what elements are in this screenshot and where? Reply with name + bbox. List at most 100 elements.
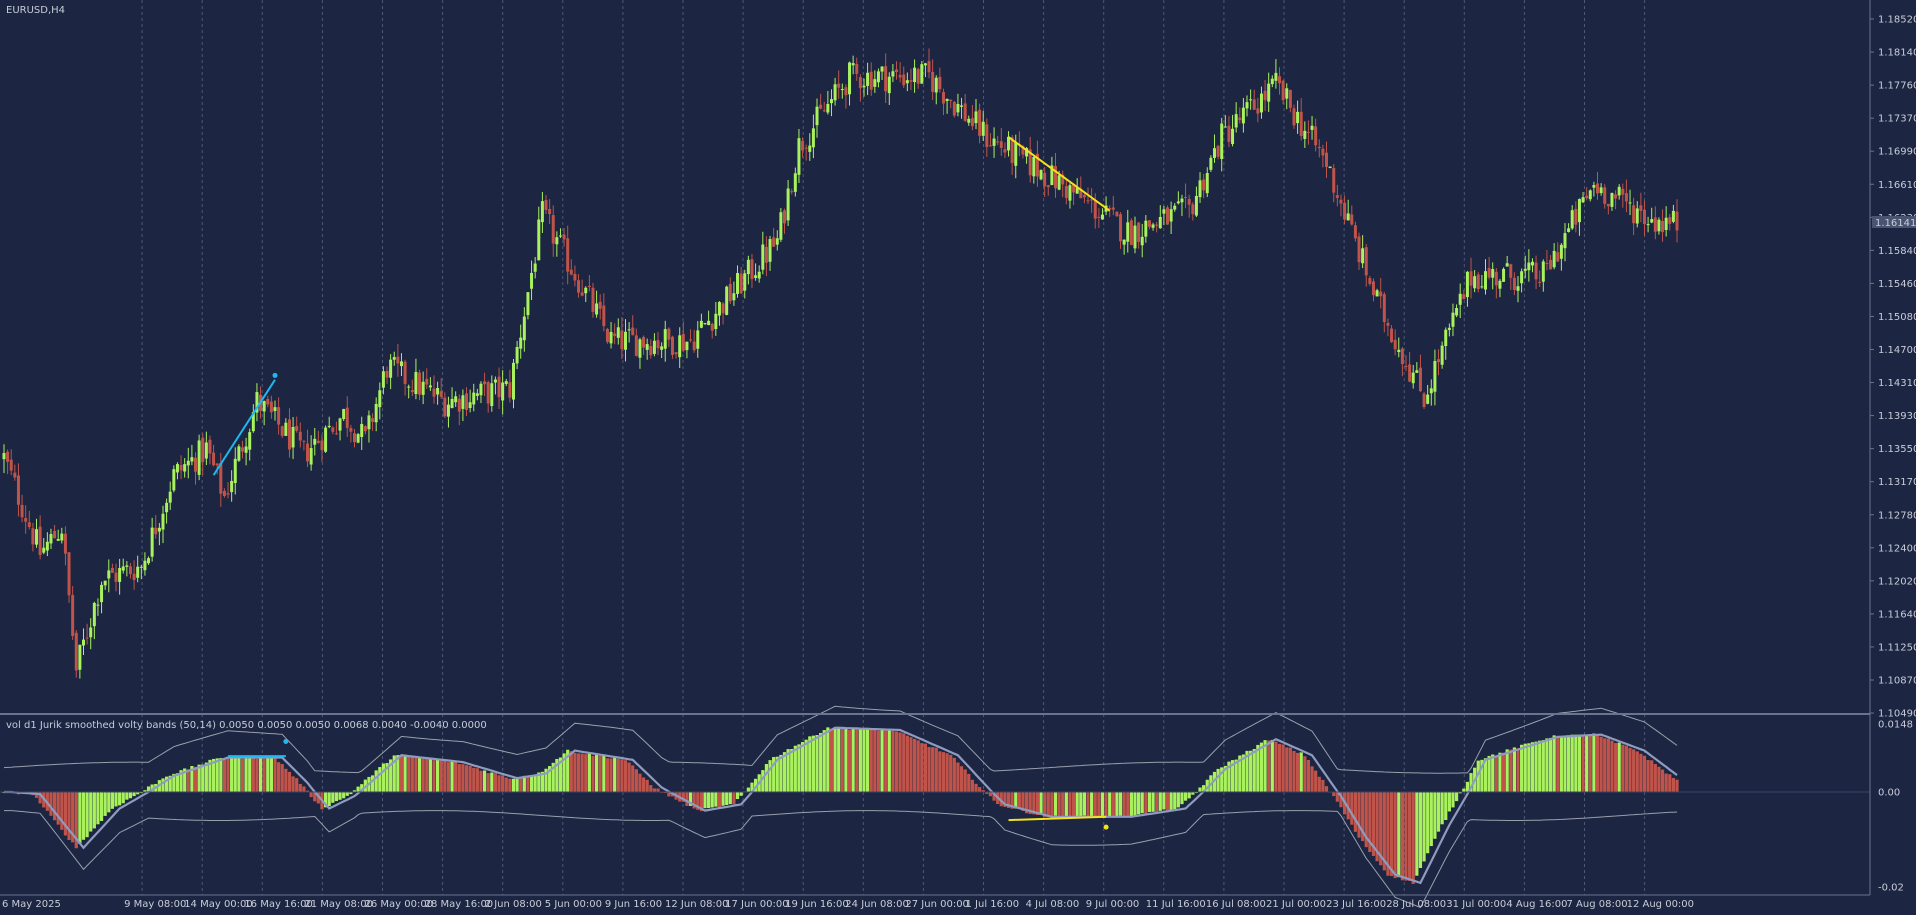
candle-body	[327, 425, 331, 428]
histogram-bar	[1566, 735, 1571, 792]
time-tick-label: 5 Jun 00:00	[545, 899, 602, 910]
candle-body	[42, 547, 46, 553]
histogram-bar	[52, 792, 57, 821]
candle-body	[1567, 228, 1571, 232]
histogram-bar	[1386, 792, 1390, 876]
histogram-bar	[1581, 736, 1585, 792]
histogram-bar	[1610, 740, 1614, 792]
histogram-bar	[1324, 786, 1329, 792]
candle-body	[757, 271, 761, 279]
candle-body	[201, 437, 205, 462]
time-tick-label: 16 May 16:00	[244, 899, 313, 910]
candle-body	[1422, 393, 1426, 408]
candle-body	[1642, 209, 1646, 225]
candle-body	[996, 141, 1000, 143]
candle-body	[1520, 271, 1524, 284]
candle-body	[1267, 83, 1271, 102]
histogram-bar	[446, 762, 451, 792]
histogram-bar	[251, 757, 255, 792]
candle-body	[1516, 286, 1520, 291]
histogram-bar	[146, 786, 151, 792]
candle-body	[1166, 207, 1170, 225]
candle-body	[945, 98, 949, 101]
histogram-bar	[1227, 761, 1231, 792]
histogram-bar	[208, 759, 212, 792]
candle-body	[1158, 216, 1162, 229]
histogram-bar	[1498, 752, 1502, 792]
histogram-bar	[887, 728, 891, 792]
candle-body	[1581, 197, 1585, 203]
histogram-bar	[226, 758, 230, 792]
histogram-bar	[1426, 792, 1430, 854]
candle-body	[461, 395, 465, 409]
histogram-bar	[544, 768, 548, 792]
candle-body	[721, 303, 725, 314]
candle-body	[782, 210, 786, 224]
histogram-bar	[378, 767, 382, 792]
histogram-bar	[819, 732, 823, 792]
histogram-bar	[1299, 752, 1303, 792]
histogram-bar	[1433, 792, 1437, 839]
histogram-bar	[284, 768, 288, 792]
candle-body	[1274, 72, 1278, 81]
price-tick-label: 1.12020	[1878, 576, 1916, 587]
candle-body	[616, 327, 620, 338]
candle-body	[642, 336, 646, 348]
histogram-bar	[110, 792, 115, 809]
candle-body	[1191, 204, 1195, 215]
candle-body	[497, 376, 501, 398]
candle-body	[280, 426, 284, 436]
histogram-bar	[652, 788, 657, 792]
histogram-bar	[280, 764, 284, 792]
candle-body	[829, 99, 833, 104]
candle-body	[1144, 220, 1148, 237]
histogram-bar	[1202, 785, 1206, 792]
candle-body	[1249, 99, 1253, 101]
histogram-bar	[432, 760, 436, 792]
histogram-bar	[804, 739, 808, 792]
candle-body	[699, 320, 703, 328]
histogram-bar	[508, 778, 512, 792]
histogram-bar	[688, 792, 693, 806]
indicator-tick-label: 0.0148	[1878, 720, 1913, 731]
trend-line-yellow	[1007, 136, 1111, 212]
histogram-bar	[475, 768, 479, 792]
candle-body	[1014, 142, 1018, 166]
candle-body	[963, 103, 967, 121]
smoothed-line	[4, 726, 1678, 885]
candle-body	[403, 361, 407, 384]
candle-body	[873, 79, 877, 87]
histogram-bar	[732, 792, 736, 805]
histogram-bar	[1415, 792, 1419, 876]
candle-body	[1473, 276, 1477, 289]
candle-body	[548, 209, 552, 214]
histogram-bar	[1653, 763, 1657, 792]
histogram-bar	[1548, 737, 1553, 792]
price-tick-label: 1.13170	[1878, 477, 1916, 488]
histogram-bar	[504, 777, 508, 792]
histogram-bar	[891, 730, 895, 792]
histogram-bar	[945, 753, 949, 792]
candle-body	[1494, 271, 1498, 286]
histogram-bar	[255, 758, 259, 792]
candle-body	[1664, 217, 1668, 230]
histogram-bar	[1249, 750, 1253, 792]
histogram-bar	[1274, 741, 1278, 792]
candle-body	[183, 464, 187, 472]
histogram-bar	[215, 758, 219, 792]
candle-body	[1270, 78, 1274, 85]
histogram-bar	[81, 792, 86, 840]
histogram-bar	[38, 792, 42, 804]
histogram-bar	[934, 747, 938, 792]
candle-body	[1556, 252, 1560, 262]
candle-body	[1194, 195, 1198, 216]
histogram-bar	[623, 760, 628, 792]
candle-body	[1332, 168, 1336, 193]
histogram-bar	[685, 792, 689, 806]
histogram-bar	[1111, 792, 1115, 818]
candle-body	[1227, 125, 1231, 142]
histogram-bar	[876, 730, 881, 792]
histogram-bar	[909, 737, 913, 792]
histogram-bar	[1664, 773, 1668, 792]
